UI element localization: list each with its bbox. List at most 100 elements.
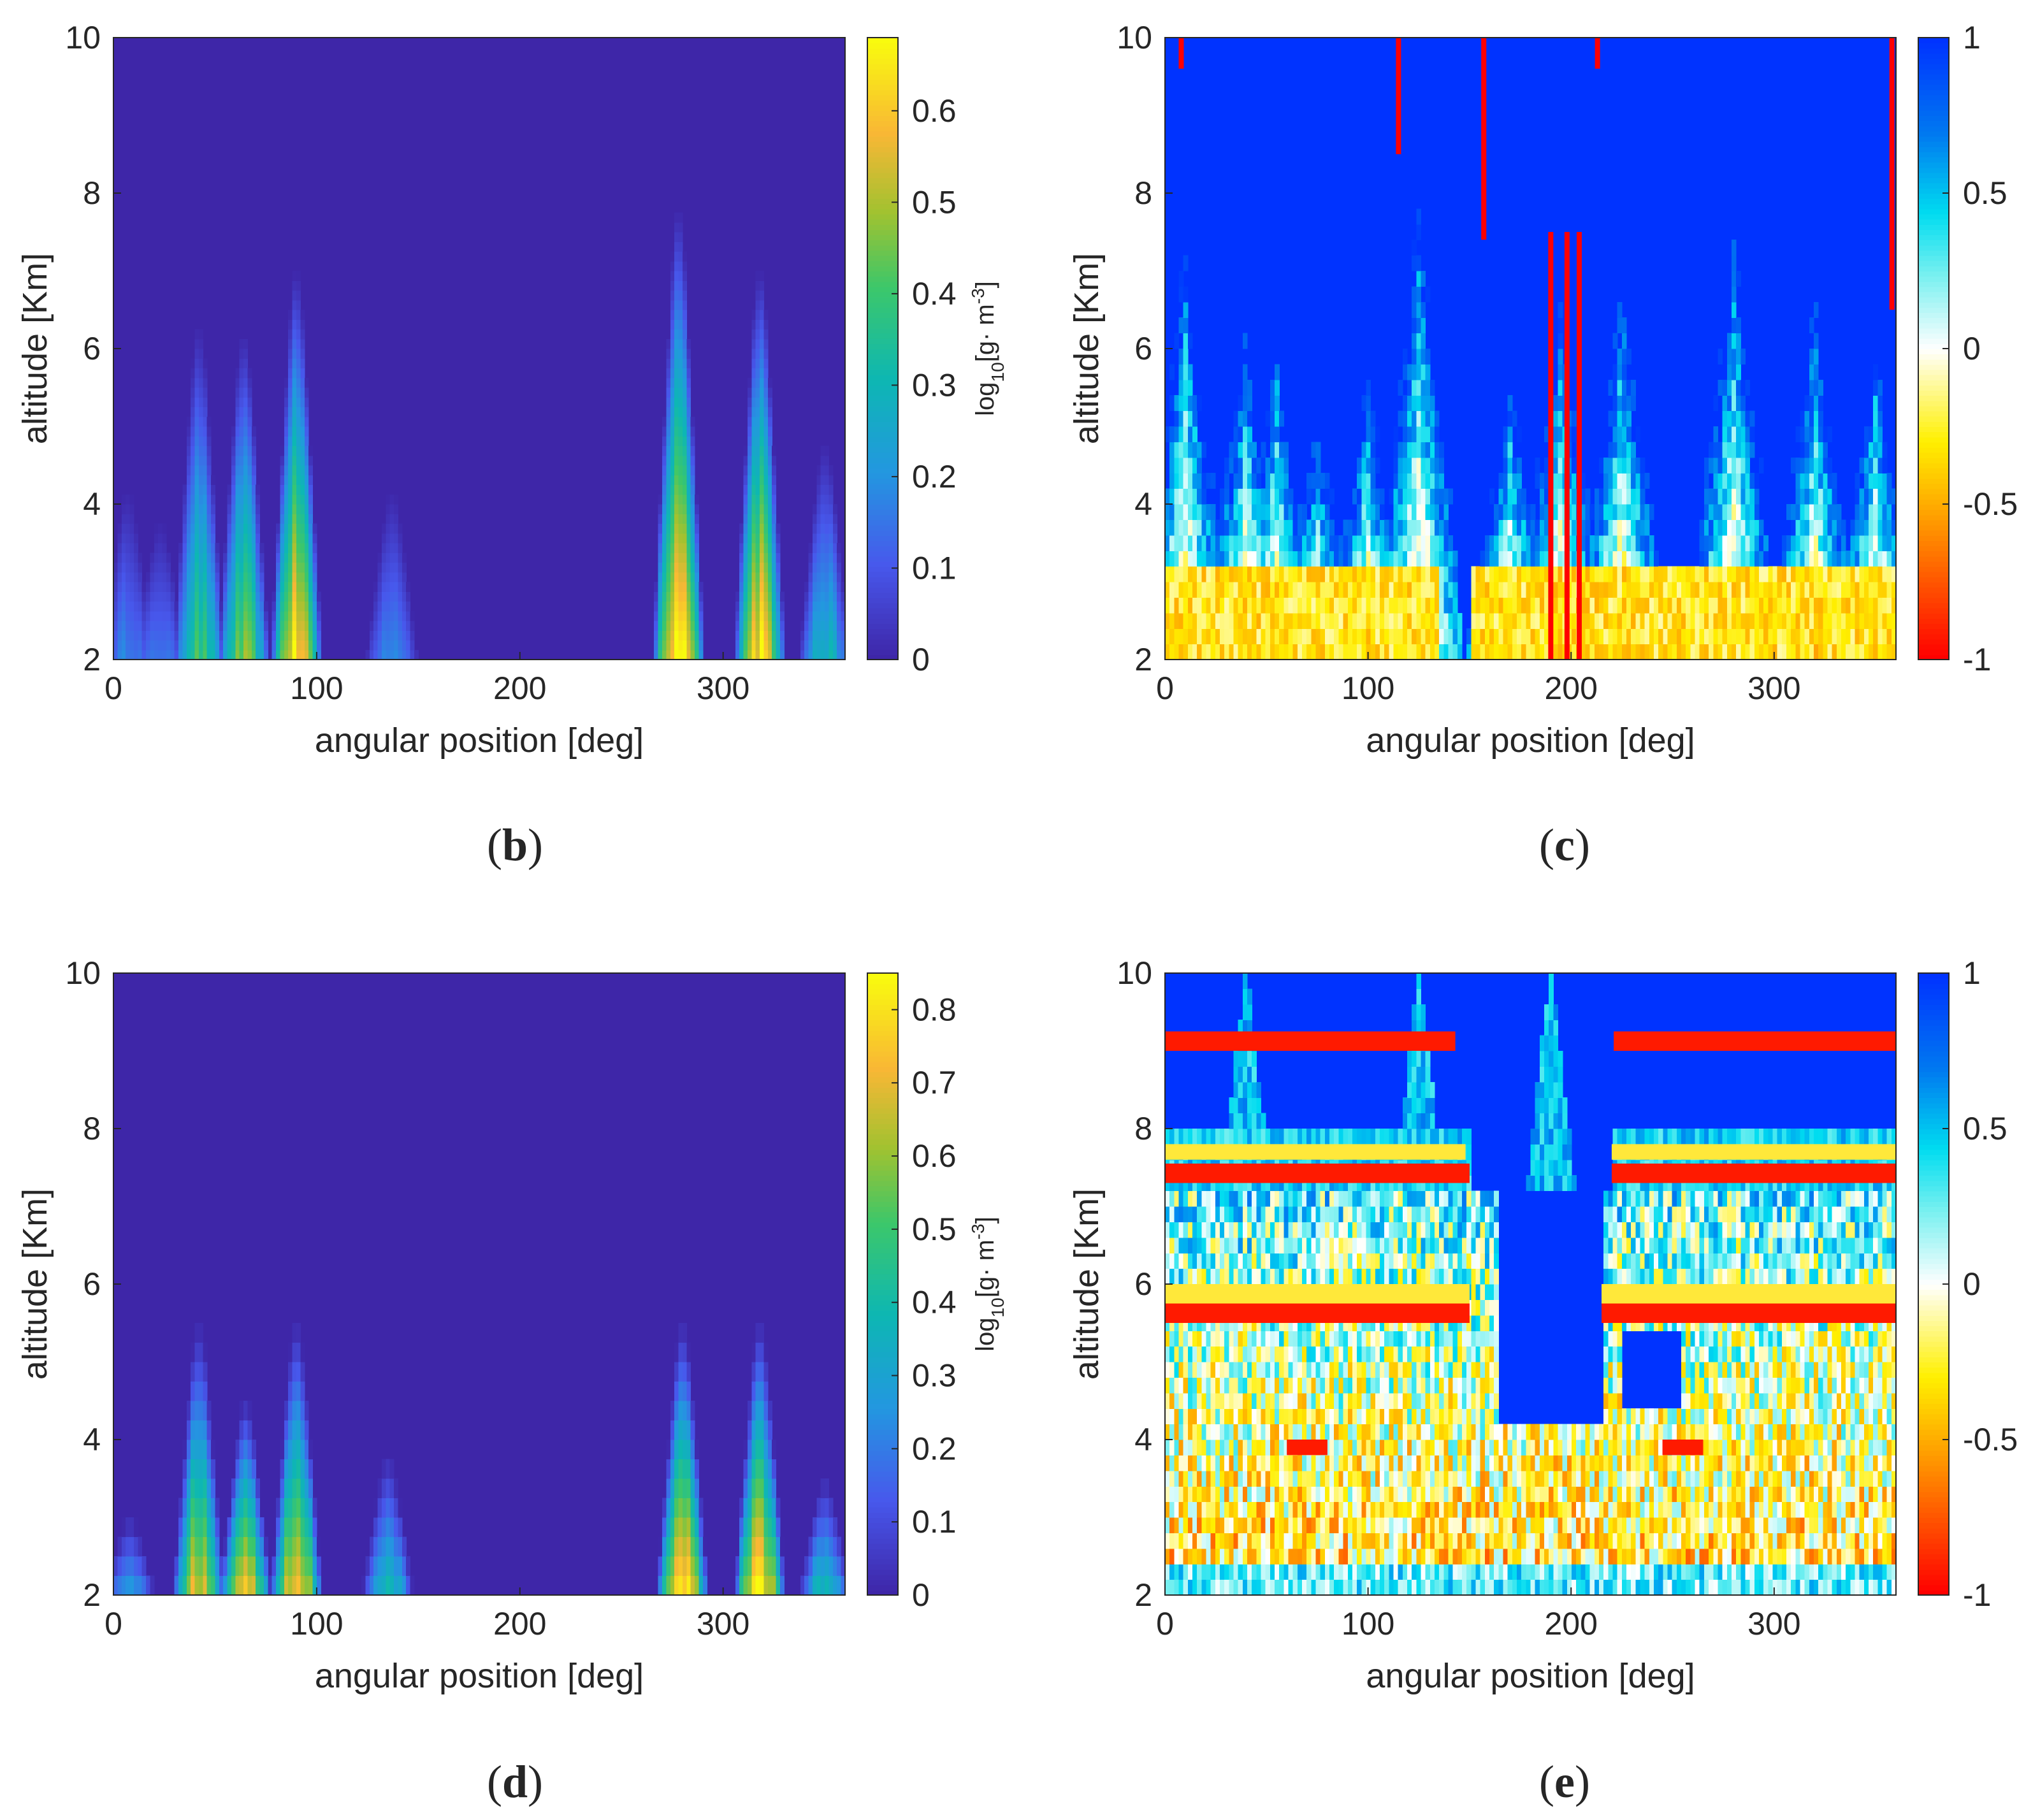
heatmap-cell [1169,504,1175,520]
heatmap-cell [1393,473,1399,489]
heatmap-cell [825,552,830,563]
heatmap-cell [1813,426,1819,442]
heatmap-cell [1320,551,1326,567]
heatmap-cell [239,1517,244,1538]
heatmap-cell [117,640,122,651]
heatmap-cell [243,445,249,456]
heatmap-cell [751,358,756,369]
heatmap-cell [1366,566,1371,582]
heatmap-cell [1846,597,1851,614]
heatmap-cell [243,552,249,563]
heatmap-cell [1503,566,1508,582]
heatmap-cell [816,572,821,582]
heatmap-cell [211,562,216,573]
heatmap-cell [300,1536,305,1557]
heatmap-cell [304,630,309,641]
heatmap-cell [1544,519,1549,536]
heatmap-cell [1612,426,1618,442]
heatmap-cell [191,387,196,398]
heatmap-cell [170,649,175,660]
heatmap-cell [308,1556,314,1577]
heatmap-cell [678,649,683,660]
colorbar-swatch [1918,172,1949,178]
heatmap-cell [398,610,403,621]
heatmap-cell [1206,473,1212,489]
heatmap-cell [1882,535,1888,551]
heatmap-cell [743,1459,748,1479]
heatmap-cell [739,1556,744,1577]
heatmap-cell [1210,535,1216,551]
heatmap-cell [666,1459,671,1479]
heatmap-cell [760,1381,765,1401]
heatmap-cell [1484,612,1490,629]
heatmap-cell [162,630,167,641]
heatmap-cell [755,377,760,388]
heatmap-cell [117,552,122,563]
heatmap-cell [276,1575,281,1596]
heatmap-cell [1480,628,1486,645]
heatmap-cell [674,377,679,388]
heatmap-cell [296,368,301,379]
heatmap-cell [674,630,679,641]
heatmap-cell [129,504,134,514]
heatmap-cell [300,601,305,612]
colorbar-swatch [1918,415,1949,422]
heatmap-cell [1608,551,1614,567]
colorbar-swatch [1918,84,1949,90]
heatmap-cell [231,640,236,651]
heatmap-cell [389,1459,394,1479]
heatmap-cell [203,621,208,631]
heatmap-cell [1544,504,1549,520]
heatmap-cell [1183,504,1189,520]
heatmap-cell [1187,488,1193,505]
heatmap-cell [1370,628,1376,645]
heatmap-cell [695,1459,699,1479]
heatmap-cell [194,523,199,534]
heatmap-cell [288,1381,293,1401]
heatmap-cell [670,1517,675,1538]
heatmap-cell [1809,612,1814,629]
heatmap-cell [1731,644,1737,660]
heatmap-cell [747,1401,752,1421]
heatmap-cell [1813,457,1819,473]
colorbar-swatch [867,468,898,474]
heatmap-cell [1777,597,1783,614]
heatmap-cell [1704,566,1709,582]
heatmap-cell [1868,457,1874,473]
heatmap-cell [682,484,687,495]
heatmap-cell [296,1575,301,1596]
heatmap-cell [760,310,765,320]
heatmap-cell [670,300,675,310]
heatmap-cell [1512,535,1517,551]
heatmap-cell [760,1342,765,1362]
heatmap-cell [1594,488,1600,505]
heatmap-cell [1393,628,1399,645]
colorbar-swatch [867,162,898,168]
heatmap-cell [674,591,679,602]
heatmap-cell [133,523,138,534]
heatmap-cell [1224,488,1229,505]
heatmap-cell [1868,644,1874,660]
heatmap-cell [1553,457,1559,473]
heatmap-cell [1886,582,1892,598]
heatmap-cell [690,562,695,573]
heatmap-cell [1178,644,1184,660]
colorbar-swatch [1918,551,1949,557]
heatmap-cell [1480,582,1486,598]
heatmap-cell [1800,612,1805,629]
heatmap-cell [1713,488,1719,505]
heatmap-cell [678,436,683,447]
heatmap-cell [674,338,679,349]
heatmap-cell [1800,566,1805,582]
heatmap-cell [1393,535,1399,551]
heatmap-cell [235,601,240,612]
heatmap-cell [1718,551,1723,567]
heatmap-cell [686,591,691,602]
heatmap-cell [1617,628,1623,645]
heatmap-cell [670,630,675,641]
heatmap-cell [1329,566,1335,582]
heatmap-cell [674,222,679,233]
heatmap-cell [121,523,126,534]
heatmap-cell [203,1575,208,1596]
heatmap-cell [1402,349,1408,365]
